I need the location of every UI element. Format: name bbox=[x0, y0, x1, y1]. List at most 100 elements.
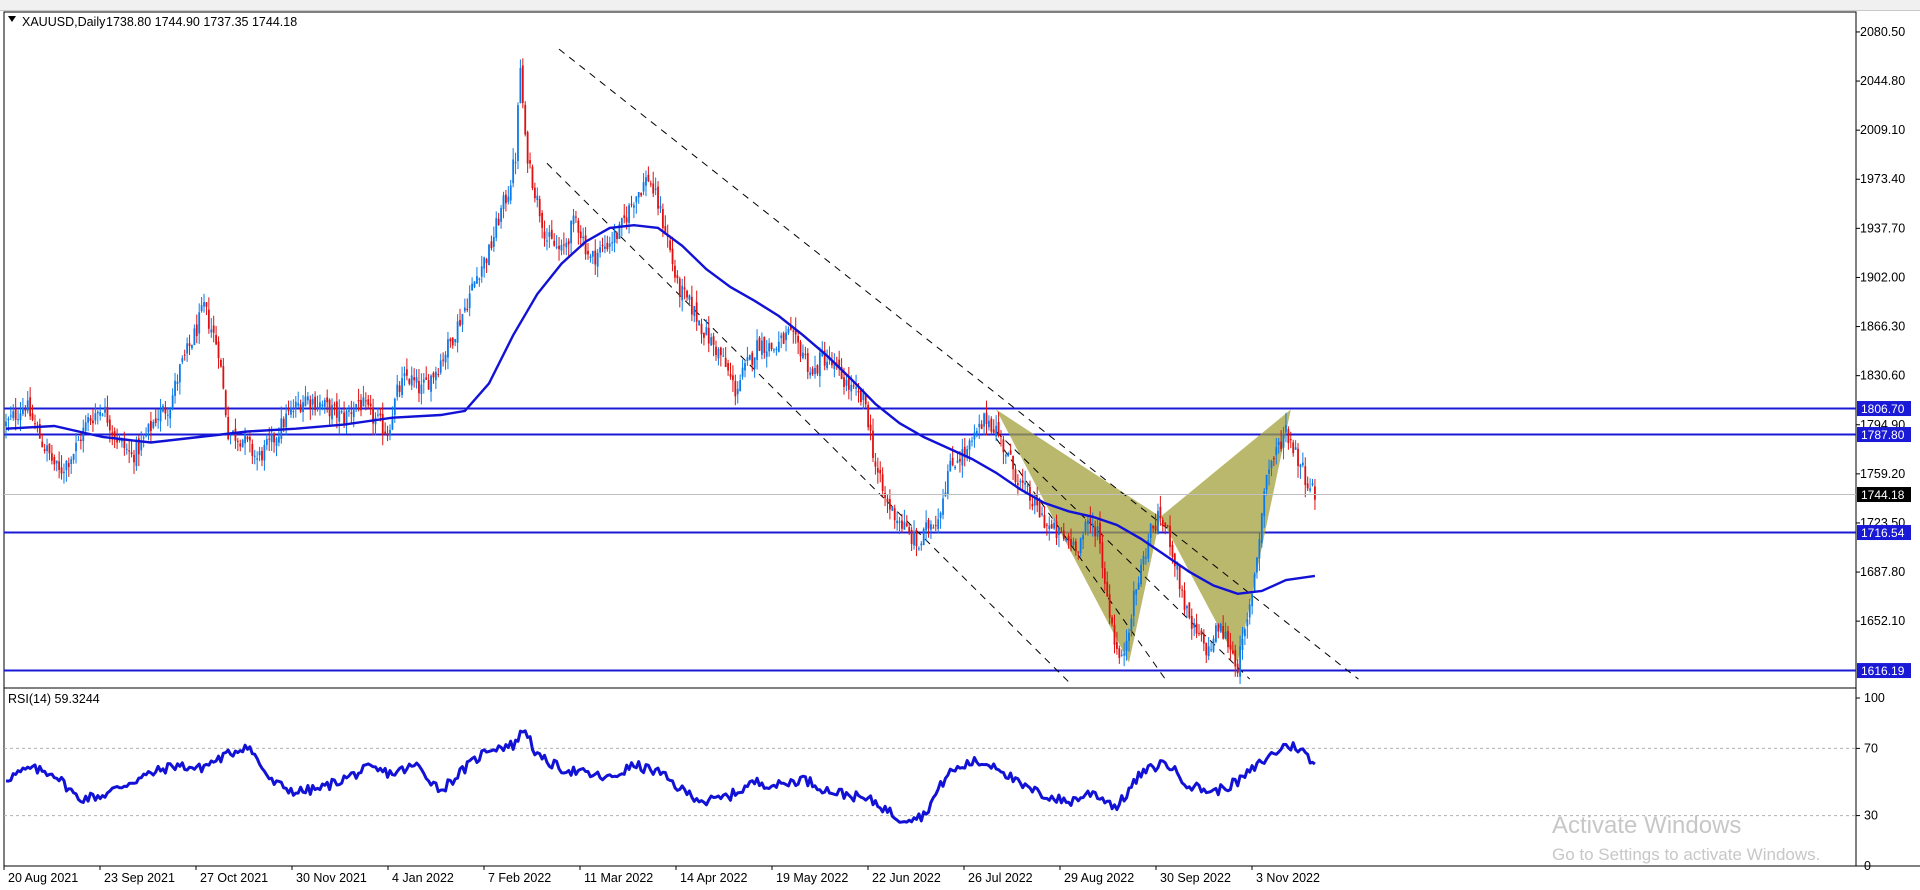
candle-body bbox=[384, 431, 387, 434]
candle-body bbox=[253, 455, 256, 457]
trend-channel[interactable] bbox=[546, 48, 1359, 683]
candle-body bbox=[1130, 618, 1133, 631]
candle-body bbox=[956, 460, 959, 463]
candle-body bbox=[652, 183, 655, 194]
time-tick-label: 3 Nov 2022 bbox=[1256, 871, 1320, 885]
candle-body bbox=[1147, 539, 1150, 559]
candle-body bbox=[19, 413, 22, 421]
candle-body bbox=[995, 425, 998, 437]
candle-body bbox=[1132, 590, 1135, 617]
candle-body bbox=[84, 422, 87, 431]
candle-body bbox=[1294, 447, 1297, 450]
candle-body bbox=[847, 376, 850, 390]
candle-body bbox=[1193, 623, 1196, 628]
candle-body bbox=[420, 384, 423, 394]
candle-body bbox=[833, 361, 836, 370]
candle-body bbox=[751, 352, 754, 365]
candle-body bbox=[789, 325, 792, 330]
price-tick-label: 2080.50 bbox=[1860, 25, 1905, 39]
candle-body bbox=[690, 296, 693, 315]
price-tick-label: 1973.40 bbox=[1860, 172, 1905, 186]
channel-line-1[interactable] bbox=[558, 48, 1359, 680]
candle-body bbox=[203, 302, 205, 307]
candle-body bbox=[413, 377, 416, 381]
candle-body bbox=[826, 361, 828, 369]
pattern-triangle-bcd[interactable] bbox=[1160, 409, 1291, 663]
candle-body bbox=[108, 419, 111, 431]
candle-body bbox=[319, 402, 321, 410]
candle-body bbox=[456, 321, 459, 343]
candle-body bbox=[43, 449, 46, 451]
candle-body bbox=[1280, 441, 1283, 449]
candle-body bbox=[961, 449, 964, 466]
candle-body bbox=[835, 362, 838, 364]
candle-body bbox=[478, 278, 481, 280]
candle-body bbox=[1036, 498, 1039, 506]
candle-body bbox=[282, 418, 285, 428]
candle-body bbox=[70, 459, 73, 464]
candle-body bbox=[500, 208, 502, 222]
candle-body bbox=[1019, 480, 1022, 482]
candle-body bbox=[920, 543, 923, 546]
candle-body bbox=[860, 389, 862, 402]
candle-body bbox=[125, 448, 128, 450]
candle-body bbox=[1171, 544, 1174, 557]
candle-body bbox=[645, 177, 647, 186]
candle-body bbox=[881, 474, 884, 491]
candle-body bbox=[1031, 503, 1034, 507]
candle-body bbox=[505, 194, 507, 204]
candle-body bbox=[174, 380, 176, 396]
channel-line-3[interactable] bbox=[995, 438, 1166, 680]
candle-body bbox=[128, 450, 131, 452]
candle-body bbox=[1135, 589, 1138, 595]
collapse-triangle-icon[interactable] bbox=[8, 16, 16, 22]
level-price-box bbox=[1857, 663, 1911, 679]
candle-body bbox=[398, 385, 401, 392]
candle-body bbox=[647, 174, 650, 182]
candle-body bbox=[792, 330, 795, 332]
candle-body bbox=[572, 215, 575, 225]
candle-body bbox=[96, 411, 99, 414]
time-axis[interactable]: 20 Aug 2021 23 Sep 2021 27 Oct 2021 30 Nov … bbox=[3, 866, 1320, 885]
candle-body bbox=[521, 65, 524, 104]
channel-line-2[interactable] bbox=[546, 162, 1069, 683]
candle-body bbox=[343, 412, 345, 424]
candle-body bbox=[760, 340, 763, 355]
candle-body bbox=[872, 430, 874, 458]
candle-body bbox=[1239, 646, 1241, 677]
candle-body bbox=[241, 439, 244, 448]
price-axis[interactable]: 2080.50 2044.80 2009.10 1973.40 1937.70 1902.… bbox=[1856, 25, 1911, 679]
candle-body bbox=[1007, 453, 1010, 457]
candle-body bbox=[1087, 520, 1089, 524]
harmonic-pattern[interactable] bbox=[996, 409, 1291, 663]
candle-body bbox=[72, 453, 75, 460]
candle-body bbox=[227, 416, 230, 440]
candle-body bbox=[1050, 524, 1053, 529]
candle-body bbox=[360, 399, 362, 411]
candle-body bbox=[12, 411, 15, 419]
candle-body bbox=[326, 397, 329, 403]
candle-body bbox=[372, 407, 374, 424]
price-tick-label: 1937.70 bbox=[1860, 221, 1905, 235]
candle-body bbox=[512, 159, 515, 184]
candle-body bbox=[712, 336, 715, 345]
candle-body bbox=[157, 418, 160, 421]
candle-body bbox=[1016, 483, 1019, 486]
candle-body bbox=[1222, 626, 1225, 639]
candle-body bbox=[1065, 539, 1068, 541]
candle-body bbox=[476, 276, 478, 284]
candle-body bbox=[519, 67, 522, 104]
candle-body bbox=[649, 183, 652, 185]
candle-body bbox=[1084, 521, 1087, 532]
candle-body bbox=[1202, 633, 1205, 644]
pattern-triangle-xab[interactable] bbox=[996, 409, 1161, 663]
candle-body bbox=[1091, 523, 1094, 526]
candle-body bbox=[802, 352, 804, 359]
time-tick-label: 11 Mar 2022 bbox=[584, 871, 653, 885]
candle-body bbox=[896, 520, 899, 524]
candle-body bbox=[1077, 551, 1080, 553]
candle-body bbox=[432, 372, 435, 378]
level-price-label: 1716.54 bbox=[1861, 526, 1905, 540]
candle-body bbox=[756, 340, 758, 360]
